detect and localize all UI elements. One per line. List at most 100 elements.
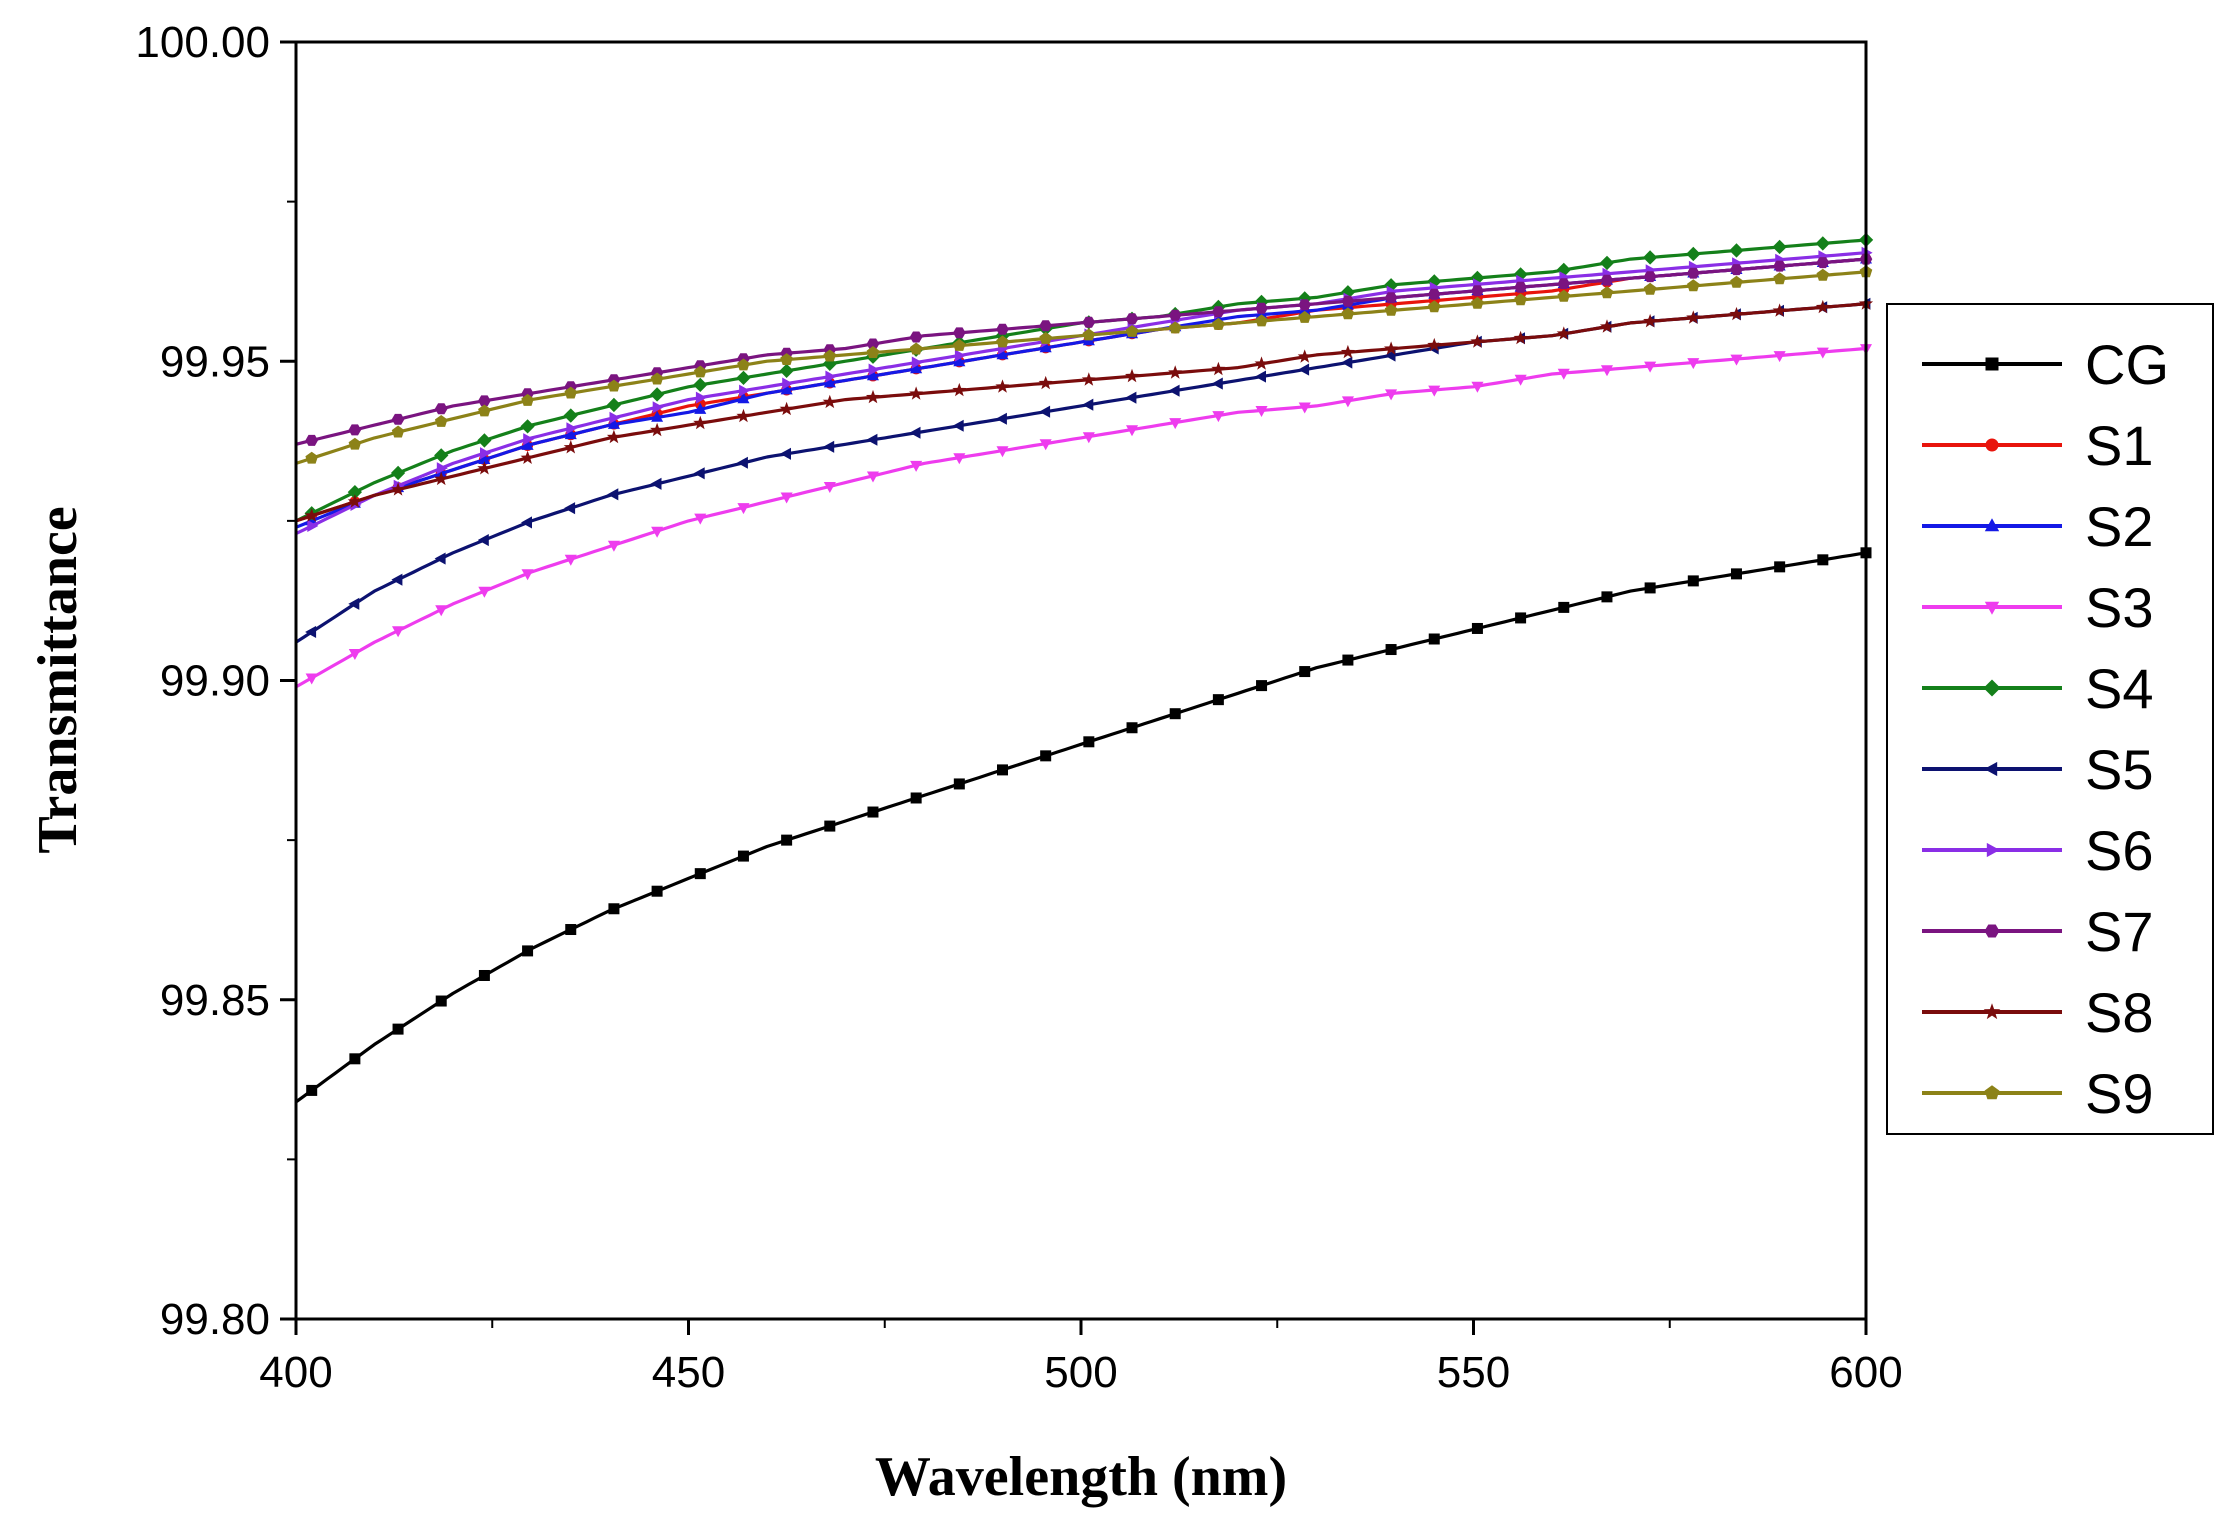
data-point (1773, 351, 1786, 363)
data-point (1255, 370, 1266, 383)
data-point (1211, 361, 1226, 376)
data-point (1816, 268, 1830, 281)
data-point (522, 945, 534, 957)
data-point (607, 488, 619, 501)
legend-label-s3: S3 (2085, 576, 2154, 639)
data-point (824, 820, 836, 832)
data-point (1514, 281, 1527, 293)
legend: CG S1 S2 S3 S4 S5 S6 S7 S8 S9 (1886, 303, 2214, 1135)
data-point (564, 386, 577, 399)
data-point (1125, 368, 1140, 383)
data-point (952, 419, 964, 432)
data-point (1039, 341, 1052, 353)
x-tick-label: 550 (1437, 1348, 1510, 1397)
data-point (953, 355, 966, 367)
data-point (693, 415, 708, 430)
data-point (1385, 389, 1398, 401)
data-point (1082, 432, 1095, 444)
data-point (651, 410, 664, 422)
data-point (1082, 328, 1096, 341)
data-point (306, 1084, 318, 1096)
data-point (737, 358, 750, 371)
data-point (1601, 591, 1613, 603)
data-point (434, 552, 446, 565)
data-point (563, 440, 578, 454)
data-point (348, 649, 361, 660)
data-point (1384, 303, 1398, 316)
legend-label-s4: S4 (2085, 657, 2154, 720)
data-point (478, 404, 491, 417)
data-point (1169, 418, 1182, 430)
legend-items: CG S1 S2 S3 S4 S5 S6 S7 S8 S9 (1922, 333, 2169, 1125)
data-point (520, 419, 535, 434)
data-point (391, 482, 406, 496)
data-point (1038, 375, 1053, 390)
data-point (478, 453, 491, 464)
data-point (996, 446, 1009, 458)
data-point (477, 534, 489, 547)
data-point (1774, 561, 1786, 573)
data-point (1039, 332, 1052, 344)
data-point (305, 451, 318, 464)
data-point (1342, 654, 1354, 666)
data-point (565, 924, 577, 936)
data-point (1211, 377, 1223, 390)
data-point (1599, 319, 1614, 333)
data-point (866, 346, 880, 358)
data-point (1556, 326, 1571, 340)
data-point (1082, 398, 1094, 411)
data-point (737, 850, 749, 862)
data-point (1298, 310, 1311, 323)
data-point (1686, 246, 1701, 262)
data-point (694, 868, 706, 880)
data-point (694, 402, 707, 414)
x-tick-label: 450 (652, 1348, 725, 1397)
data-point (694, 513, 707, 525)
data-point (1643, 282, 1657, 295)
data-point (606, 397, 622, 413)
data-point (823, 482, 836, 493)
data-point (1298, 402, 1311, 414)
data-point (1599, 255, 1615, 271)
data-point (347, 485, 362, 500)
data-point (865, 389, 880, 404)
data-point (564, 428, 577, 440)
data-point (520, 450, 535, 464)
data-point (348, 597, 360, 610)
data-point (909, 342, 923, 355)
data-point (1687, 279, 1700, 292)
data-point (650, 477, 662, 490)
legend-marker-s3 (1984, 601, 2000, 615)
data-point (1470, 334, 1485, 348)
legend-label-s9: S9 (2085, 1062, 2154, 1125)
data-point (823, 376, 836, 388)
data-point (1428, 385, 1441, 397)
legend-marker-s5 (1984, 761, 1998, 777)
legend-item-s4: S4 (1922, 657, 2154, 720)
data-point (1600, 274, 1614, 286)
data-point (1255, 406, 1268, 417)
data-point (650, 387, 665, 402)
data-point (478, 395, 491, 407)
legend-label-s6: S6 (2085, 819, 2154, 882)
data-point (780, 447, 791, 460)
data-point (1384, 292, 1398, 304)
data-point (1471, 381, 1484, 393)
data-point (651, 885, 663, 897)
data-point (1126, 722, 1138, 734)
data-point (1212, 694, 1224, 706)
series-s1 (295, 253, 1872, 523)
data-point (347, 494, 362, 508)
data-point (1298, 299, 1311, 311)
data-point (650, 372, 664, 385)
data-point (1427, 337, 1442, 352)
data-point (737, 503, 750, 515)
data-point (866, 433, 878, 446)
series-s4 (295, 232, 1874, 523)
data-point (606, 429, 621, 444)
data-point (1643, 313, 1658, 328)
y-tick-label: 99.90 (160, 657, 270, 706)
data-point (1168, 365, 1183, 379)
data-point (1256, 680, 1268, 692)
data-point (1558, 601, 1570, 613)
